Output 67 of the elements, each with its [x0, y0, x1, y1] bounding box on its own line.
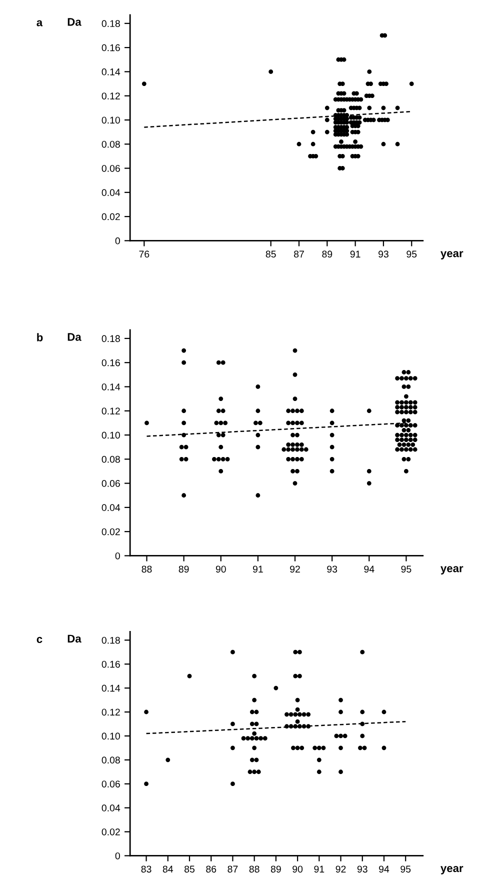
y-tick-label: 0	[115, 237, 120, 244]
text: b	[37, 333, 43, 342]
y-tick-label: 0.04	[102, 189, 120, 196]
x-tick-label: 91	[350, 250, 360, 258]
y-tick-label: 0	[115, 852, 120, 860]
y-tick-label: 0.06	[102, 780, 120, 788]
y-axis-title: Da	[68, 634, 82, 643]
x-tick-label: 86	[206, 866, 216, 873]
y-tick-label: 0.14	[102, 383, 120, 390]
x-tick-label: 76	[139, 250, 150, 258]
y-tick-label: 0.02	[102, 828, 120, 836]
x-tick-label: 95	[401, 566, 412, 573]
y-tick-label: 0.18	[102, 335, 120, 342]
x-tick-label: 92	[336, 866, 346, 873]
y-tick-label: 0.18	[102, 20, 120, 28]
x-tick-label: 91	[253, 566, 263, 573]
y-tick-label: 0.14	[102, 68, 120, 76]
x-tick-label: 87	[228, 866, 238, 873]
y-tick-label: 0.04	[102, 804, 120, 812]
x-tick-label: 93	[327, 566, 338, 573]
y-tick-label: 0.06	[102, 164, 120, 172]
y-tick-label: 0.08	[102, 456, 120, 463]
x-tick-label: 89	[322, 250, 332, 258]
y-tick-label: 0.14	[102, 684, 120, 692]
y-tick-label: 0.08	[102, 140, 120, 148]
y-tick-label: 0.02	[102, 213, 120, 220]
x-tick-label: 94	[379, 866, 390, 873]
y-tick-label: 0	[115, 552, 120, 560]
text: c	[36, 636, 42, 643]
y-tick-label: 0.08	[102, 756, 120, 764]
y-tick-label: 0.04	[102, 504, 120, 512]
y-tick-label: 0.02	[102, 528, 120, 536]
y-tick-label: 0.16	[102, 660, 120, 668]
x-tick-label: 89	[178, 566, 189, 573]
x-tick-label: 89	[270, 866, 281, 873]
x-tick-label: 87	[294, 250, 304, 258]
y-tick-label: 0.16	[102, 359, 120, 366]
x-tick-label: 90	[292, 866, 303, 873]
x-tick-label: 95	[400, 866, 411, 873]
x-tick-label: 93	[378, 250, 388, 258]
x-tick-label: 84	[162, 866, 174, 873]
y-tick-label: 0.18	[102, 636, 120, 644]
y-tick-label: 0.10	[102, 432, 120, 439]
x-axis-title: year	[440, 566, 464, 574]
x-tick-label: 92	[290, 566, 300, 573]
x-tick-label: 95	[406, 250, 417, 258]
x-tick-label: 88	[142, 566, 152, 573]
x-tick-label: 85	[184, 866, 195, 873]
x-axis-title: year	[440, 866, 464, 874]
y-tick-label: 0.16	[102, 44, 120, 52]
y-tick-label: 0.12	[102, 92, 120, 100]
x-tick-label: 88	[249, 866, 260, 873]
x-tick-label: 93	[357, 866, 368, 873]
y-axis-title: Da	[68, 18, 82, 26]
y-tick-label: 0.10	[102, 116, 120, 124]
x-tick-label: 91	[314, 866, 324, 873]
y-tick-label: 0.06	[102, 480, 120, 487]
x-axis-title: year	[440, 251, 464, 260]
x-tick-label: 90	[216, 566, 226, 573]
y-axis-title: Da	[68, 333, 82, 341]
y-tick-label: 0.12	[102, 708, 120, 716]
text: a	[36, 20, 43, 26]
x-tick-label: 83	[141, 866, 152, 873]
y-tick-label: 0.10	[102, 732, 120, 740]
x-tick-label: 94	[364, 566, 374, 573]
y-tick-label: 0.12	[102, 408, 120, 414]
x-tick-label: 85	[266, 250, 276, 258]
